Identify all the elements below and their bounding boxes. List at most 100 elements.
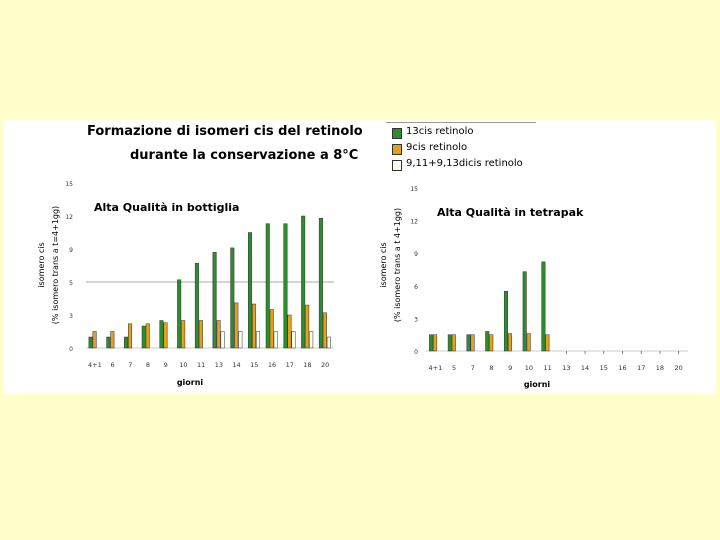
tetrapak-ytick-label: 3 — [414, 316, 418, 323]
tetrapak-xtick-label: 15 — [600, 364, 608, 372]
tetrapak-bar-9cis — [470, 334, 475, 352]
bottiglia-bar-9cis — [110, 331, 115, 349]
bottiglia-bar-13cis — [318, 217, 323, 349]
bottiglia-xtick-label: 16 — [268, 361, 276, 369]
tetrapak-bar-9cis — [545, 334, 550, 352]
bottiglia-xlabel: giorni — [177, 378, 204, 387]
bottiglia-bar-13cis — [248, 232, 253, 349]
bottiglia-bar-dicis — [220, 331, 225, 349]
bottiglia-ylabel-sub: (% isomero trans a t=4+1gg) — [51, 206, 60, 324]
bottiglia-xtick-label: 17 — [286, 361, 294, 369]
tetrapak-bar-9cis — [451, 334, 456, 352]
tetrapak-ytick-label: 12 — [410, 219, 418, 226]
bottiglia-bar-9cis — [198, 320, 203, 349]
bottiglia-xtick-label: 7 — [128, 361, 132, 369]
bottiglia-xtick-label: 6 — [111, 361, 115, 369]
tetrapak-ylabel: isomero cis — [379, 242, 388, 287]
bottiglia-chart-title: Alta Qualità in bottiglia — [94, 201, 239, 214]
legend-label-9cis: 9cis retinolo — [406, 142, 468, 153]
bottiglia-bar-13cis — [301, 215, 306, 349]
bottiglia-bar-9cis — [234, 302, 239, 349]
tetrapak-xtick-label: 11 — [544, 364, 552, 372]
tetrapak-ylabel-sub: (% isomero trans a t 4+1gg) — [393, 208, 402, 322]
bottiglia-bar-9cis — [322, 312, 327, 349]
legend-swatch-dicis — [392, 160, 402, 171]
bottiglia-ytick-label: 3 — [69, 313, 73, 320]
bottiglia-bar-dicis — [256, 331, 261, 349]
bottiglia-bar-9cis — [216, 320, 221, 349]
bottiglia-xtick-label: 13 — [215, 361, 223, 369]
bottiglia-bar-dicis — [273, 331, 278, 349]
tetrapak-xtick-label: 10 — [525, 364, 533, 372]
tetrapak-bar-13cis — [485, 331, 490, 352]
bottiglia-ylabel: isomero cis — [37, 242, 46, 287]
bottiglia-bar-13cis — [265, 223, 270, 349]
chart-title-line2: durante la conservazione a 8°C — [130, 148, 359, 163]
tetrapak-ytick-label: 0 — [414, 349, 418, 356]
tetrapak-bar-13cis — [522, 271, 527, 352]
tetrapak-xtick-label: 8 — [489, 364, 493, 372]
tetrapak-bar-9cis — [489, 334, 494, 352]
bottiglia-xtick-label: 10 — [179, 361, 187, 369]
bottiglia-bar-13cis — [124, 336, 129, 349]
tetrapak-xtick-label: 4+1 — [428, 364, 442, 372]
legend-swatch-9cis — [392, 144, 402, 155]
tetrapak-bar-13cis — [466, 334, 471, 352]
bottiglia-bar-9cis — [128, 323, 133, 349]
tetrapak-xtick-label: 18 — [656, 364, 664, 372]
bottiglia-bar-dicis — [291, 331, 296, 349]
bottiglia-ytick-label: 0 — [69, 346, 73, 353]
bottiglia-bar-9cis — [163, 322, 168, 349]
bottiglia-bar-13cis — [159, 320, 164, 349]
legend-label-dicis: 9,11+9,13dicis retinolo — [406, 158, 523, 169]
legend-label-13cis: 13cis retinolo — [406, 126, 474, 137]
bottiglia-ytick-label: 12 — [65, 214, 73, 221]
bottiglia-bar-13cis — [194, 263, 199, 349]
tetrapak-bar-9cis — [433, 334, 438, 352]
legend-top-rule — [386, 122, 536, 123]
tetrapak-xtick-label: 17 — [637, 364, 645, 372]
bottiglia-xtick-label: 15 — [250, 361, 258, 369]
bottiglia-bar-13cis — [177, 279, 182, 349]
bottiglia-bar-9cis — [252, 303, 257, 349]
bottiglia-ytick-label: 5 — [69, 280, 73, 287]
tetrapak-xtick-label: 13 — [562, 364, 570, 372]
bottiglia-bar-dicis — [326, 336, 331, 349]
bottiglia-bar-9cis — [269, 309, 274, 349]
bottiglia-xtick-label: 20 — [321, 361, 329, 369]
bottiglia-bar-9cis — [145, 323, 150, 349]
tetrapak-xtick-label: 9 — [508, 364, 512, 372]
bottiglia-bar-dicis — [309, 331, 314, 349]
tetrapak-ytick-label: 9 — [414, 251, 418, 258]
tetrapak-bar-9cis — [526, 333, 531, 352]
bottiglia-bar-13cis — [230, 247, 235, 349]
tetrapak-ytick-label: 15 — [410, 186, 418, 193]
tetrapak-ytick-label: 6 — [414, 284, 418, 291]
tetrapak-bar-13cis — [447, 334, 452, 352]
bottiglia-ytick-label: 15 — [65, 181, 73, 188]
bottiglia-bar-13cis — [212, 252, 217, 349]
tetrapak-xtick-label: 16 — [618, 364, 626, 372]
bottiglia-xtick-label: 9 — [164, 361, 168, 369]
bottiglia-xtick-label: 8 — [146, 361, 150, 369]
bottiglia-bar-dicis — [238, 331, 243, 349]
bottiglia-bar-13cis — [106, 336, 111, 349]
tetrapak-bar-13cis — [429, 334, 434, 352]
tetrapak-xtick-label: 14 — [581, 364, 589, 372]
bottiglia-bar-13cis — [88, 336, 93, 349]
bottiglia-ytick-label: 9 — [69, 247, 73, 254]
legend-swatch-13cis — [392, 128, 402, 139]
bottiglia-xtick-label: 14 — [232, 361, 240, 369]
tetrapak-chart-title: Alta Qualità in tetrapak — [437, 206, 584, 219]
tetrapak-xtick-label: 20 — [675, 364, 683, 372]
tetrapak-bar-13cis — [541, 261, 546, 352]
bottiglia-bar-13cis — [141, 325, 146, 349]
chart-title-line1: Formazione di isomeri cis del retinolo — [87, 124, 363, 139]
tetrapak-bar-9cis — [507, 333, 512, 352]
bottiglia-bar-13cis — [283, 223, 288, 349]
bottiglia-bar-9cis — [181, 320, 186, 349]
bottiglia-xtick-label: 4+1 — [88, 361, 102, 369]
bottiglia-bar-9cis — [92, 331, 97, 349]
tetrapak-bar-13cis — [503, 290, 508, 352]
